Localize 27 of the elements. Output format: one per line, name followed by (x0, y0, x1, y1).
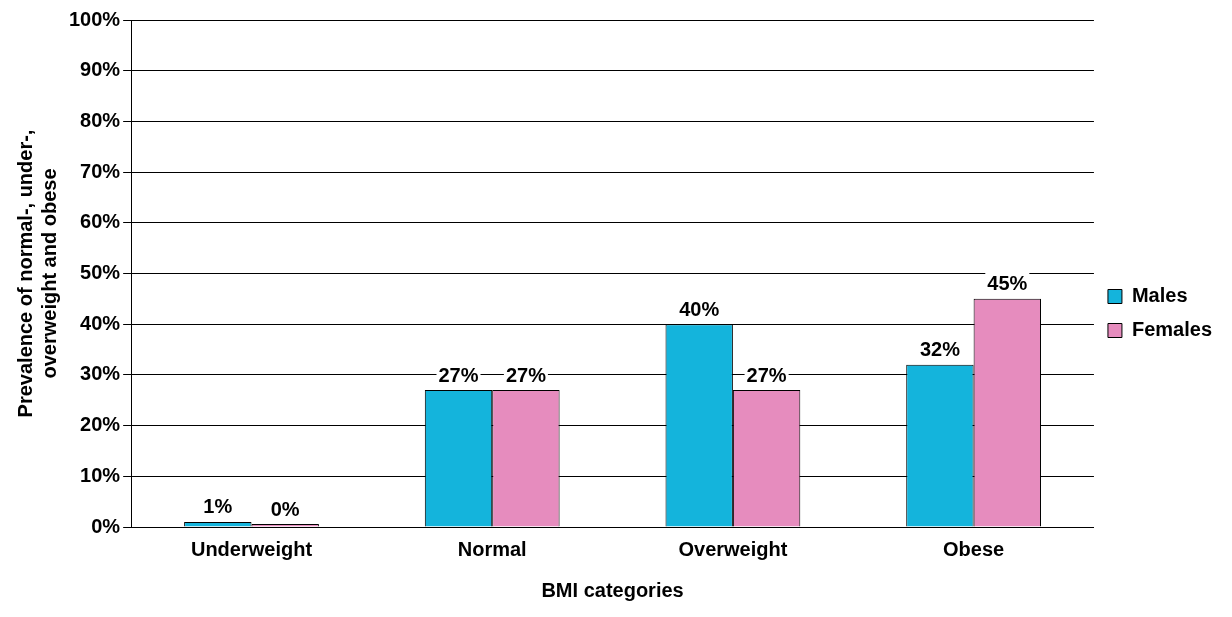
legend-label: Females (1131, 318, 1213, 341)
x-axis-title: BMI categories (541, 578, 684, 601)
y-tick-label: 40% (80, 311, 121, 334)
y-tick-label: 60% (80, 210, 121, 233)
data-label: 27% (438, 363, 479, 386)
legend-label: Males (1131, 284, 1188, 307)
y-axis-title: Prevalence of normal-, under-, overweight and obese (13, 129, 60, 418)
y-tick-label: 80% (80, 108, 121, 131)
y-tick-label: 10% (80, 463, 121, 486)
y-tick-label: 0% (91, 514, 121, 537)
y-tick-label: 50% (80, 261, 121, 284)
y-tick-label: 100% (69, 7, 121, 30)
x-tick-label: Normal (457, 537, 527, 560)
data-label: 45% (987, 272, 1028, 295)
data-label: 27% (505, 363, 547, 386)
data-label: 27% (746, 363, 787, 386)
y-tick-label: 90% (80, 58, 121, 81)
y-tick-label: 20% (80, 413, 121, 436)
x-tick-label: Overweight (678, 537, 788, 560)
data-label: 0% (270, 497, 300, 520)
x-tick-label: Obese (943, 537, 1005, 560)
data-label: 32% (919, 338, 961, 361)
data-label: 1% (203, 495, 233, 518)
y-tick-label: 70% (80, 159, 121, 182)
x-tick-label: Underweight (190, 537, 313, 560)
y-tick-label: 30% (80, 362, 121, 385)
data-label: 40% (679, 297, 720, 320)
